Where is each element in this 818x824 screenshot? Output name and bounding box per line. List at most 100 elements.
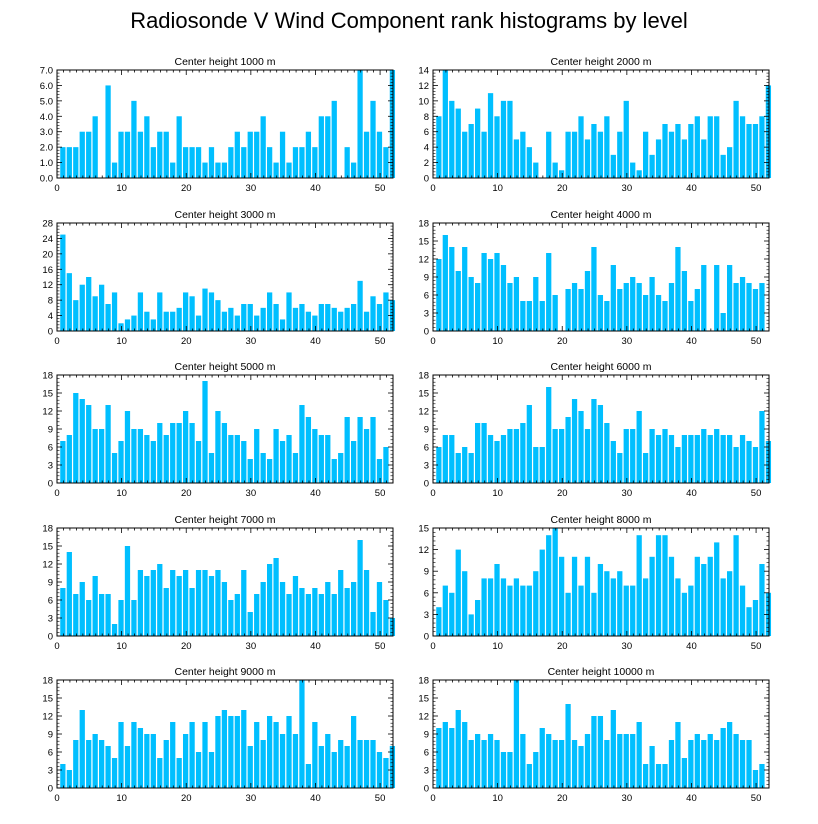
bar [86, 131, 92, 178]
bar [623, 734, 629, 788]
bar [591, 399, 597, 483]
x-tick-label: 10 [492, 183, 503, 194]
bar [273, 558, 279, 636]
x-tick-label: 0 [430, 641, 435, 652]
bar [455, 108, 461, 178]
x-tick-label: 30 [622, 793, 633, 804]
bar [462, 131, 468, 178]
bar [727, 265, 733, 331]
bar [552, 528, 558, 636]
bar [137, 131, 144, 178]
bar [610, 578, 616, 636]
bar [714, 740, 720, 788]
bar [111, 453, 118, 483]
bar [759, 411, 765, 483]
bar [507, 585, 513, 636]
bar [630, 162, 636, 178]
bar [526, 301, 532, 331]
bar [487, 435, 494, 483]
bar [331, 752, 337, 788]
bar [170, 570, 176, 636]
bar [66, 273, 72, 331]
y-tick-label: 0 [424, 174, 429, 185]
bar [688, 301, 694, 331]
bar [202, 722, 208, 788]
bar [520, 734, 526, 788]
bar [578, 411, 584, 483]
bar [150, 147, 156, 178]
bar [630, 277, 636, 331]
bar [357, 70, 363, 178]
bar [481, 253, 487, 331]
x-tick-label: 10 [492, 793, 503, 804]
bar [124, 746, 131, 788]
y-tick-label: 0 [48, 784, 53, 795]
bar [305, 311, 312, 331]
bar [215, 411, 221, 483]
bar [299, 147, 305, 178]
bar [481, 423, 487, 483]
y-tick-label: 0 [48, 632, 53, 643]
bar [675, 578, 681, 636]
bar [234, 716, 240, 788]
bar [254, 315, 260, 331]
bar [578, 585, 584, 636]
bar [739, 740, 746, 788]
bar [649, 746, 655, 788]
bar [533, 447, 539, 483]
bar [591, 247, 597, 331]
bar [383, 447, 389, 483]
y-tick-label: 0 [424, 479, 429, 490]
bar [170, 162, 176, 178]
bar [99, 284, 105, 331]
bar [571, 399, 578, 483]
bar [494, 116, 500, 178]
y-tick-label: 2 [424, 158, 429, 169]
bar [584, 139, 591, 178]
bar [247, 131, 253, 178]
bar [449, 247, 455, 331]
bar [228, 600, 234, 636]
bar [305, 131, 312, 178]
y-tick-label: 6 [48, 443, 53, 454]
bar [507, 283, 513, 331]
bar [363, 131, 370, 178]
bar [267, 716, 273, 788]
bar [746, 740, 752, 788]
bar [559, 556, 565, 636]
bar [455, 453, 461, 483]
bar [681, 758, 688, 788]
bar [221, 582, 228, 636]
bar [124, 319, 131, 331]
bar [610, 710, 616, 788]
bar [351, 304, 357, 331]
x-tick-label: 10 [116, 183, 127, 194]
bar [338, 740, 344, 788]
bar [668, 131, 675, 178]
bar [720, 728, 726, 788]
bar [649, 556, 655, 636]
bar [344, 147, 350, 178]
bar [727, 571, 733, 636]
bar [436, 607, 442, 636]
bar [636, 535, 642, 636]
bar [195, 441, 202, 483]
bar [92, 734, 98, 788]
bar [376, 459, 383, 483]
bar [714, 542, 720, 636]
bar [163, 435, 169, 483]
bar [344, 417, 350, 483]
bar [189, 296, 195, 331]
bar [111, 624, 118, 636]
bar [351, 716, 357, 788]
bar [279, 441, 286, 483]
bar [694, 734, 700, 788]
x-tick-label: 50 [751, 183, 762, 194]
bar [462, 571, 468, 636]
bar [533, 277, 539, 331]
bar [183, 292, 189, 331]
bar [66, 147, 72, 178]
bar [150, 734, 156, 788]
y-tick-label: 12 [418, 712, 429, 723]
